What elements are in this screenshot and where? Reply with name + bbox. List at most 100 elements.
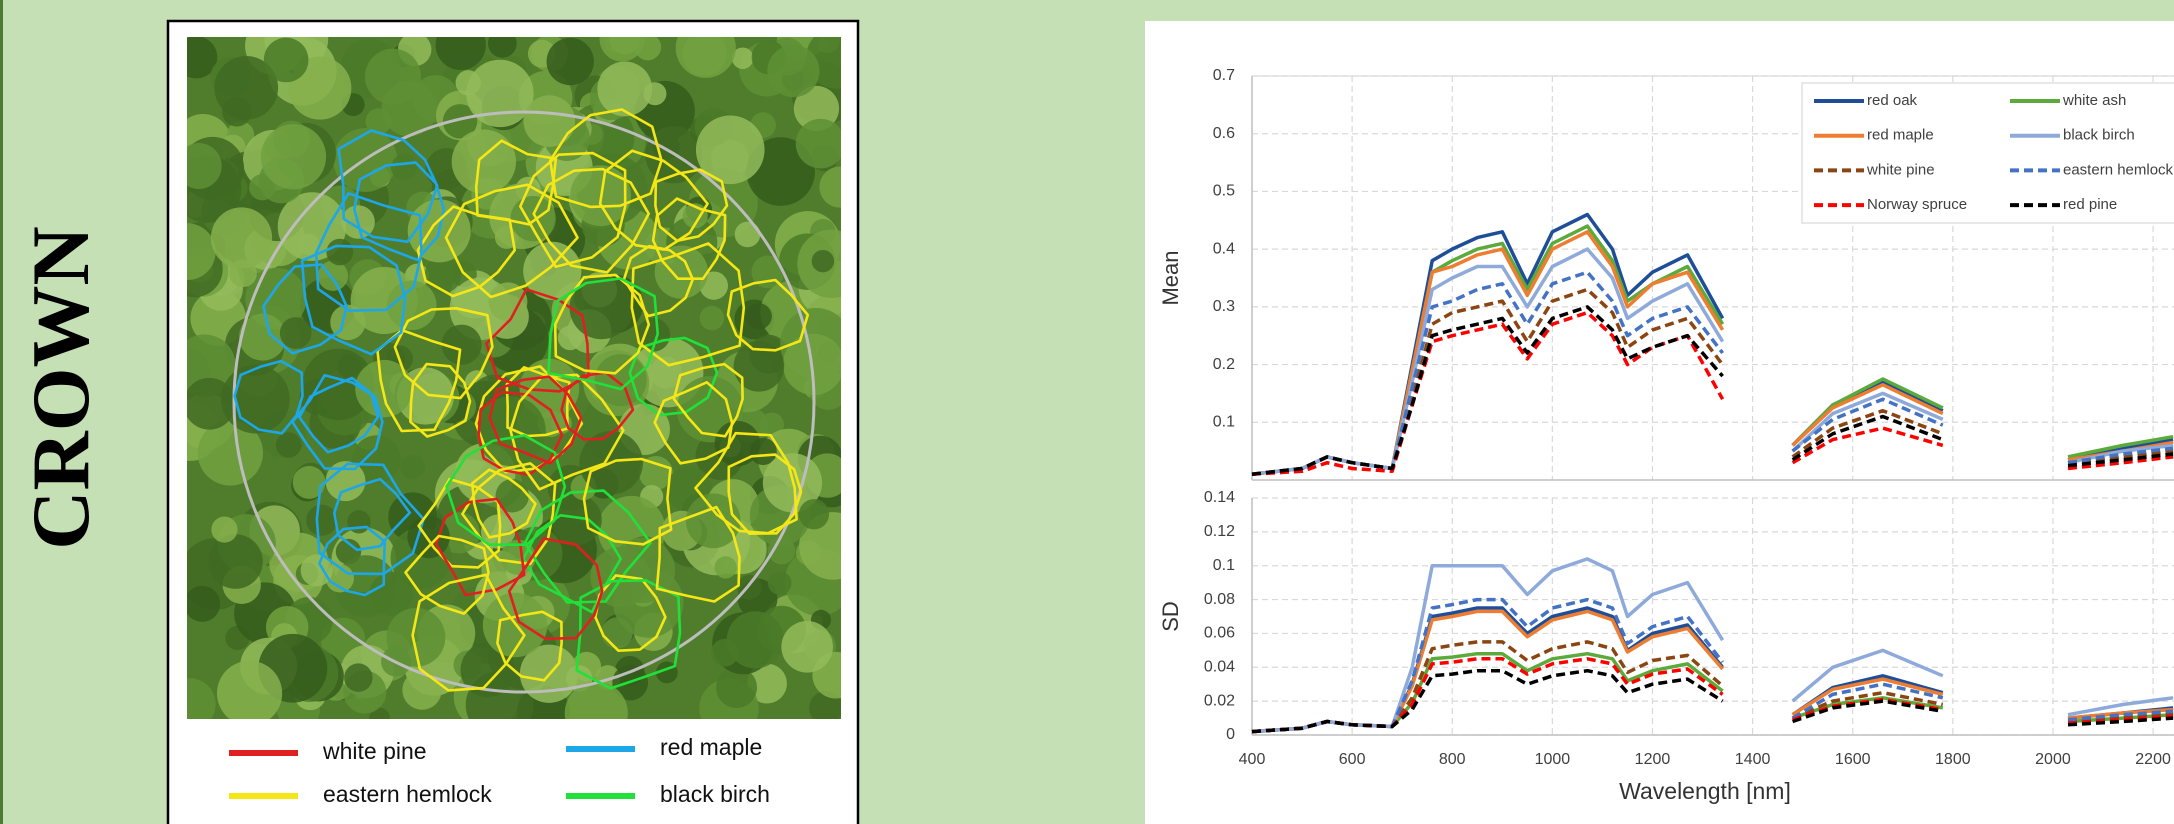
y-axis-label: SD — [1158, 601, 1183, 632]
x-tick-label: 600 — [1339, 751, 1366, 768]
tree-canopy — [260, 124, 327, 190]
tree-canopy — [187, 678, 216, 719]
tree-canopy — [546, 37, 594, 86]
crown-outline — [547, 277, 660, 391]
y-tick-label: 0.14 — [1204, 489, 1235, 506]
row-label: CROWN — [15, 226, 106, 549]
crown-outline — [532, 167, 651, 274]
y-tick-label: 0.7 — [1213, 67, 1235, 84]
tree-canopy — [597, 61, 653, 117]
x-tick-label: 1600 — [1835, 751, 1871, 768]
tree-canopy — [599, 37, 645, 62]
crown-outline — [505, 365, 571, 438]
legend-label: red oak — [1867, 92, 1918, 109]
tree-canopy — [799, 512, 841, 580]
crown-outline — [318, 525, 387, 597]
crown-outline — [560, 371, 635, 441]
tree-canopy — [675, 37, 736, 78]
tree-canopy — [214, 56, 279, 120]
tree-canopy — [551, 494, 602, 546]
crown-outline — [653, 380, 734, 465]
aerial-photo — [187, 37, 841, 719]
tree-canopy — [726, 611, 785, 669]
crown-outline — [298, 376, 380, 454]
tree-canopy — [767, 571, 792, 595]
crown-outline — [582, 457, 673, 546]
tree-canopy — [594, 354, 647, 407]
crown-outline — [409, 362, 472, 438]
tree-canopy — [216, 660, 283, 719]
crown-outline — [518, 151, 627, 269]
tree-canopy — [187, 585, 221, 622]
tree-canopy — [263, 37, 309, 83]
x-tick-label: 1400 — [1735, 751, 1771, 768]
left-border — [0, 0, 3, 824]
legend-label: red pine — [2063, 196, 2117, 213]
crown-outline — [474, 139, 558, 226]
tree-canopy — [197, 420, 264, 486]
tree-canopy — [221, 364, 290, 434]
x-tick-label: 1000 — [1535, 751, 1571, 768]
crown-outline — [314, 192, 423, 313]
crown-outline — [509, 373, 625, 491]
crown-outline — [655, 505, 741, 603]
tree-canopy — [793, 85, 840, 132]
y-tick-label: 0.6 — [1213, 125, 1235, 142]
tree-canopy — [714, 420, 761, 467]
crown-outline — [726, 278, 810, 352]
crown-outline — [352, 161, 446, 262]
y-axis-label: Mean — [1158, 250, 1183, 305]
tree-canopy — [300, 554, 333, 587]
crown-outline — [445, 434, 567, 547]
tree-canopy — [435, 37, 486, 71]
crown-outline — [654, 168, 729, 243]
crown-outline — [444, 183, 579, 299]
tree-canopy — [364, 48, 422, 105]
x-axis-label: Wavelength [nm] — [1619, 778, 1791, 804]
series-line — [1251, 310, 2174, 476]
crown-outline — [291, 373, 384, 471]
legend-label: black birch — [2063, 127, 2135, 144]
tree-canopy — [495, 479, 529, 513]
crown-outline — [507, 537, 604, 641]
tree-canopy — [365, 108, 392, 135]
crown-outline — [300, 244, 407, 356]
tree-canopy — [716, 667, 758, 709]
crown-outline — [315, 462, 425, 576]
x-tick-label: 2000 — [2035, 751, 2071, 768]
x-tick-label: 1800 — [1935, 751, 1971, 768]
crown-outline — [496, 610, 563, 682]
y-tick-label: 0.3 — [1213, 298, 1235, 315]
x-tick-label: 400 — [1239, 751, 1266, 768]
tree-canopy — [798, 499, 830, 530]
tree-canopy — [714, 556, 737, 579]
y-tick-label: 0.5 — [1213, 183, 1235, 200]
tree-canopy — [402, 670, 442, 710]
plot-boundary — [232, 110, 816, 694]
tree-canopy — [710, 638, 739, 667]
x-tick-label: 2200 — [2135, 751, 2171, 768]
tree-canopy — [390, 154, 417, 181]
y-tick-label: 0.4 — [1213, 240, 1235, 257]
tree-canopy — [636, 318, 671, 352]
tree-canopy — [733, 341, 785, 392]
tree-canopy — [279, 317, 312, 349]
tree-canopy — [441, 324, 482, 365]
crown-outline — [337, 129, 439, 244]
series-line — [1251, 597, 2174, 734]
tree-canopy — [451, 129, 517, 194]
legend-label: white pine — [1866, 161, 1935, 178]
series-line — [1251, 557, 2174, 734]
tree-canopy — [347, 510, 371, 534]
tree-canopy — [187, 143, 222, 189]
tree-canopy — [386, 280, 437, 331]
tree-canopy — [699, 305, 725, 331]
crown-outline — [477, 390, 564, 477]
y-tick-label: 0.04 — [1204, 659, 1235, 676]
tree-canopy — [275, 432, 302, 458]
legend-label: red maple — [660, 734, 762, 760]
y-tick-label: 0.1 — [1213, 414, 1235, 431]
tree-canopy — [344, 663, 373, 692]
y-tick-label: 0.2 — [1213, 356, 1235, 373]
